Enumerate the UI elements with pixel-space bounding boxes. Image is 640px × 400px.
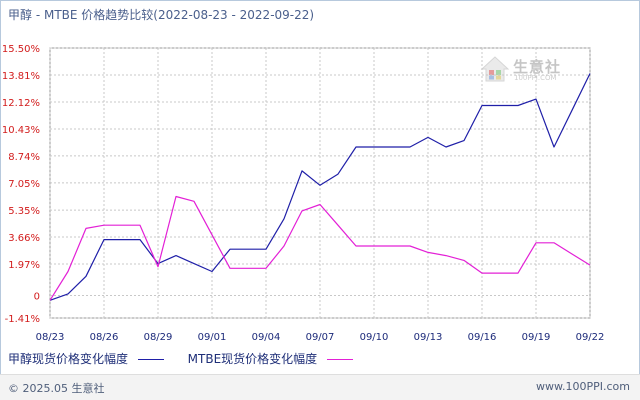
y-tick-label: 0 bbox=[34, 291, 40, 302]
y-tick-label: 12.12% bbox=[2, 98, 40, 109]
y-tick-label: 7.05% bbox=[8, 179, 40, 190]
x-tick-label: 09/16 bbox=[468, 332, 497, 343]
y-tick-label: 15.50% bbox=[2, 44, 40, 55]
legend-item-series1: 甲醇现货价格变化幅度 bbox=[8, 350, 164, 367]
y-tick-label: 13.81% bbox=[2, 71, 40, 82]
x-tick-label: 09/19 bbox=[522, 332, 551, 343]
x-tick-label: 08/23 bbox=[36, 332, 65, 343]
watermark-subtext: 100PPI.COM bbox=[514, 74, 557, 82]
footer-bar: © 2025.05 生意社 www.100PPI.com bbox=[0, 374, 640, 400]
y-tick-label: 8.74% bbox=[8, 152, 40, 163]
x-tick-label: 09/13 bbox=[414, 332, 443, 343]
site-link[interactable]: www.100PPI.com bbox=[536, 380, 630, 393]
legend-label-series1: 甲醇现货价格变化幅度 bbox=[8, 352, 129, 366]
legend-swatch-series2 bbox=[327, 359, 353, 360]
series-layer bbox=[49, 73, 591, 301]
grid-layer bbox=[49, 47, 591, 319]
y-axis-ticks: 15.50% 13.81% 12.12% 10.43% 8.74% 7.05% 5.35% 3… bbox=[2, 44, 40, 325]
x-tick-label: 09/01 bbox=[198, 332, 227, 343]
y-tick-label: 5.35% bbox=[8, 206, 40, 217]
y-tick-label: -1.41% bbox=[5, 314, 40, 325]
y-tick-label: 10.43% bbox=[2, 125, 40, 136]
y-tick-label: 3.66% bbox=[8, 233, 40, 244]
x-tick-label: 09/07 bbox=[306, 332, 335, 343]
series-line-1 bbox=[49, 73, 591, 301]
x-tick-label: 09/10 bbox=[360, 332, 389, 343]
y-tick-label: 1.97% bbox=[8, 260, 40, 271]
watermark-text: 生意社 bbox=[513, 58, 562, 76]
legend-label-series2: MTBE现货价格变化幅度 bbox=[187, 352, 318, 366]
copyright-text: © 2025.05 生意社 bbox=[8, 382, 105, 395]
x-axis-ticks: 08/23 08/26 08/29 09/01 09/04 09/07 09/10 09/13… bbox=[36, 332, 605, 343]
chart-legend: 甲醇现货价格变化幅度 MTBE现货价格变化幅度 bbox=[8, 350, 373, 367]
watermark-logo: 生意社 100PPI.COM bbox=[480, 54, 576, 88]
x-tick-label: 09/04 bbox=[252, 332, 281, 343]
x-tick-label: 08/29 bbox=[144, 332, 173, 343]
x-tick-label: 08/26 bbox=[90, 332, 119, 343]
house-icon bbox=[480, 56, 510, 82]
series-line-2 bbox=[49, 195, 591, 301]
x-tick-label: 09/22 bbox=[576, 332, 605, 343]
chart-title: 甲醇 - MTBE 价格趋势比较(2022-08-23 - 2022-09-22… bbox=[8, 8, 315, 22]
legend-item-series2: MTBE现货价格变化幅度 bbox=[188, 350, 353, 367]
legend-swatch-series1 bbox=[137, 359, 164, 360]
